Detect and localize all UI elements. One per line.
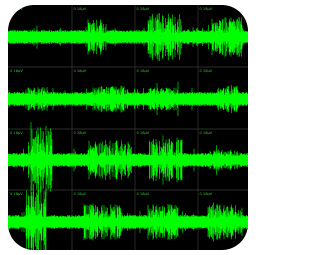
channel-label: 0 18μV bbox=[200, 131, 213, 135]
channel-label: 0 18μV bbox=[137, 7, 150, 11]
channel-label: 0 18μV bbox=[10, 7, 23, 11]
channel-label: 0 18μV bbox=[137, 69, 150, 73]
channel-label: 0 18μV bbox=[10, 131, 23, 135]
channel-label: 0 18μV bbox=[74, 192, 87, 196]
app-icon: 0 18μV 0 18μV 0 18μV 0 18μV 0 18μV 0 18μV 0 18… bbox=[0, 0, 253, 255]
channel-label: 0 18μV bbox=[137, 192, 150, 196]
page: 0 18μV 0 18μV 0 18μV 0 18μV 0 18μV 0 18μV 0 18… bbox=[0, 0, 253, 255]
channel-label: 0 18μV bbox=[10, 69, 23, 73]
channel-label: 0 18μV bbox=[200, 7, 213, 11]
channel-label: 0 18μV bbox=[137, 131, 150, 135]
channel-label: 0 18μV bbox=[74, 7, 87, 11]
channel-label: 0 18μV bbox=[200, 69, 213, 73]
channel-label: 0 18μV bbox=[74, 131, 87, 135]
channel-label: 0 18μV bbox=[74, 69, 87, 73]
channel-label: 0 18μV bbox=[200, 192, 213, 196]
channel-label: 0 18μV bbox=[10, 192, 23, 196]
